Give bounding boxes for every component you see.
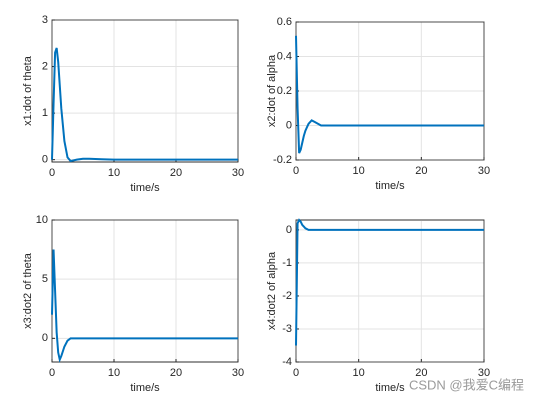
x-axis-label: time/s (375, 180, 405, 192)
plot-area (51, 19, 239, 163)
x-tick-label: 20 (170, 367, 182, 379)
y-axis-label: x1:dot of theta (22, 55, 34, 126)
x-tick-label: 30 (478, 367, 490, 379)
y-tick-label: 1 (42, 107, 48, 119)
x-axis-label: time/s (130, 182, 160, 194)
x-tick-label: 30 (232, 167, 244, 179)
x-tick-label: 20 (415, 165, 427, 177)
x-tick-label: 0 (49, 167, 55, 179)
data-line (295, 218, 484, 346)
x-tick-label: 20 (170, 167, 182, 179)
y-tick-label: 0 (286, 224, 292, 236)
plot-border (295, 21, 485, 161)
y-tick-label: -1 (282, 257, 292, 269)
data-line (51, 249, 238, 363)
y-tick-label: -2 (282, 290, 292, 302)
watermark: CSDN @我爱C编程 (409, 377, 524, 392)
plot-area (51, 219, 239, 363)
x-tick-label: 30 (478, 165, 490, 177)
y-tick-label: 0.6 (277, 16, 292, 28)
data-line (51, 47, 238, 163)
x-tick-label: 20 (415, 367, 427, 379)
y-tick-label: 0 (42, 332, 48, 344)
x-tick-label: 10 (353, 165, 365, 177)
y-axis-label: x2:dot of alpha (266, 54, 278, 127)
x-tick-label: 0 (293, 165, 299, 177)
x-tick-label: 30 (232, 367, 244, 379)
y-tick-label: 3 (42, 14, 48, 26)
y-tick-label: -0.2 (273, 154, 292, 166)
x-tick-label: 10 (108, 167, 120, 179)
y-tick-label: 0 (286, 119, 292, 131)
x-axis-label: time/s (375, 382, 405, 394)
y-tick-label: 10 (36, 214, 48, 226)
plot-border (51, 19, 239, 163)
y-axis-label: x4:dot2 of alpha (266, 251, 278, 330)
x-tick-label: 10 (353, 367, 365, 379)
y-tick-label: 2 (42, 60, 48, 72)
y-tick-label: 0.4 (277, 50, 292, 62)
plot-area (295, 219, 485, 363)
subplot: 0 10 20 30 0 1 2 3 time/s x1:dot of theta (22, 14, 244, 194)
x-tick-label: 10 (108, 367, 120, 379)
data-line (295, 35, 484, 154)
y-tick-label: -3 (282, 323, 292, 335)
x-tick-label: 0 (293, 367, 299, 379)
x-axis-label: time/s (130, 382, 160, 394)
y-tick-label: 0.2 (277, 85, 292, 97)
y-tick-label: -4 (282, 356, 292, 368)
subplot: 0 10 20 30 0 5 10 time/s x3:dot2 of theta (22, 214, 244, 394)
x-tick-label: 0 (49, 367, 55, 379)
y-tick-label: 0 (42, 154, 48, 166)
subplot: 0 10 20 30 -4 -3 -2 -1 0 time/s x4:dot2 of alpha (266, 218, 490, 394)
y-tick-label: 5 (42, 273, 48, 285)
y-axis-label: x3:dot2 of theta (22, 252, 34, 329)
